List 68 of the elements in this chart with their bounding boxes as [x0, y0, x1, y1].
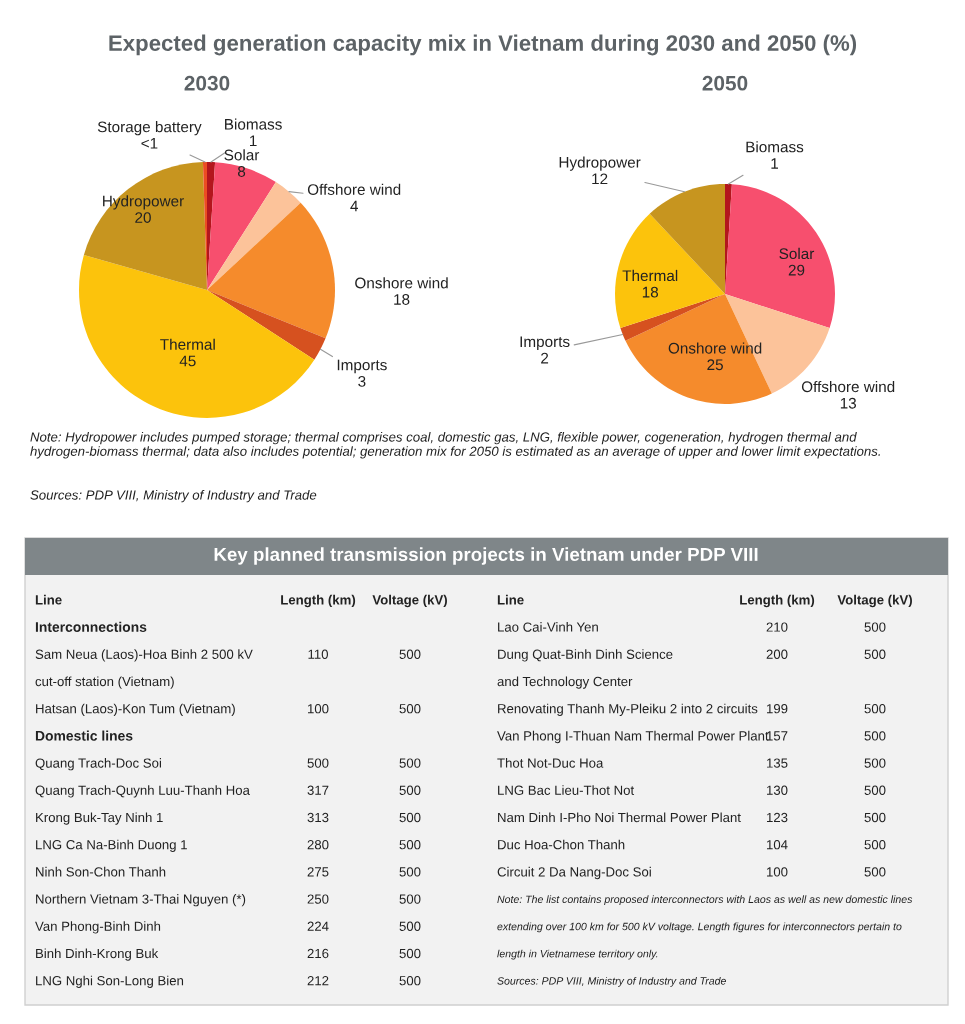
slice-label: Offshore wind	[307, 183, 401, 195]
text: Nam Dinh I-Pho Noi Thermal Power Plant 123 500	[498, 812, 886, 823]
text: Thot Not-Duc Hoa 135 500	[497, 758, 886, 768]
slice-label: Imports	[337, 359, 387, 374]
text: Quang Trach-Doc Soi 500 500	[35, 758, 421, 771]
slice-label: Onshore wind	[668, 342, 762, 354]
text: Hatsan (Laos)-Kon Tum (Vietnam) 100 500	[36, 703, 421, 716]
text: Renovating Thanh My-Pleiku 2 into 2 circuits 199 500	[498, 703, 886, 716]
pie-slice	[207, 202, 335, 339]
text: Sam Neua (Laos)-Hoa Binh 2 500 kV cut-off station (Vietnam) 110 500	[35, 649, 421, 689]
slice-label: Thermal	[622, 269, 678, 282]
source-note: Sources: PDP VIII, Ministry of Industry and Trade	[30, 490, 317, 503]
pie-slice	[207, 162, 276, 290]
text: Duc Hoa-Chon Thanh 104 500	[498, 839, 886, 850]
data-label: 13	[840, 397, 857, 409]
text: Ninh Son-Chon Thanh 275 500	[36, 866, 421, 877]
slice-label: Imports	[520, 336, 570, 351]
pie-slice	[207, 182, 301, 290]
text: Van Phong I-Thuan Nam Thermal Power Plant157 500	[497, 730, 886, 744]
data-label: 25	[707, 359, 723, 371]
pie-slice	[725, 184, 835, 328]
data-label: 45	[179, 355, 196, 367]
slice-label: Solar	[779, 247, 815, 260]
data-label: 8	[237, 166, 246, 177]
data-label: 29	[788, 264, 805, 276]
pie-slice	[615, 213, 725, 328]
text: Domestic lines	[35, 730, 133, 741]
data-label: 4	[350, 200, 358, 212]
slice-label: Storage battery	[97, 121, 202, 136]
pie-slice	[79, 255, 315, 418]
text: Circuit 2 Da Nang-Doc Soi 100 500	[497, 866, 886, 880]
pie-slice	[83, 162, 207, 290]
data-label: 3	[358, 375, 366, 387]
slice-label: Solar	[224, 149, 260, 161]
text: Line Length (km) Voltage (kV)	[35, 594, 447, 608]
text: LNG Nghi Son-Long Bien 212 500	[36, 975, 421, 988]
text: Interconnections	[35, 621, 147, 632]
text: Northern Vietnam 3-Thai Nguyen (*) 250 500	[36, 894, 421, 907]
text: Note: The list contains proposed interconnectors with Laos as well as new domestic lines extending over 100 km for 500 kV voltage. Length figures for interconnectors pertain to length in Vietnamese territory only.	[497, 895, 913, 960]
chart-subtitle: 2030	[184, 75, 230, 91]
data-label: 2	[541, 352, 549, 364]
slice-label: Biomass	[225, 118, 282, 130]
data-label: 18	[394, 294, 410, 305]
text: Key planned transmission projects in Vietnam under PDP VIII	[214, 547, 758, 565]
slice-label: Biomass	[746, 141, 804, 153]
text: Binh Dinh-Krong Buk 216 500	[36, 948, 421, 961]
data-label: 1	[250, 135, 257, 147]
data-label: <1	[141, 138, 158, 149]
text: Van Phong-Binh Dinh 224 500	[35, 921, 421, 934]
text: Quang Trach-Quynh Luu-Thanh Hoa 317 500	[35, 785, 421, 798]
text: Dung Quat-Binh Dinh Science and Technology Center 200 500	[497, 649, 886, 689]
text: Line Length (km) Voltage (kV)	[497, 594, 912, 608]
slice-label: Onshore wind	[355, 277, 448, 289]
chart-title: 2050	[702, 75, 748, 91]
slice-label: Thermal	[160, 338, 215, 350]
data-label: 12	[592, 173, 608, 185]
data-label: 18	[642, 286, 659, 298]
text: Krong Buk-Tay Ninh 1 313 500	[36, 812, 421, 825]
slice-label: Offshore wind	[801, 380, 895, 393]
text: LNG Bac Lieu-Thot Not 130 500	[498, 785, 886, 795]
chart-title: Expected generation capacity mix in Vietnam during 2030 and 2050 (%)	[109, 34, 857, 56]
data-label: 1	[771, 158, 778, 169]
text: Lao Cai-Vinh Yen 210 500	[498, 622, 886, 632]
data-label: 20	[135, 212, 151, 223]
source-note: Sources: PDP VIII, Ministry of Industry and Trade	[497, 976, 726, 987]
text: LNG Ca Na-Binh Duong 1 280 500	[36, 839, 421, 852]
slice-label: Hydropower	[559, 156, 641, 171]
text: Note: Hydropower includes pumped storage; thermal comprises coal, domestic gas, LNG, flexible power, cogeneration, hydrogen thermal and hydrogen-biomass thermal; data also includes potential; generation mix for 2050 is estimated as an average of upper and lower limit expectations.	[30, 432, 880, 459]
